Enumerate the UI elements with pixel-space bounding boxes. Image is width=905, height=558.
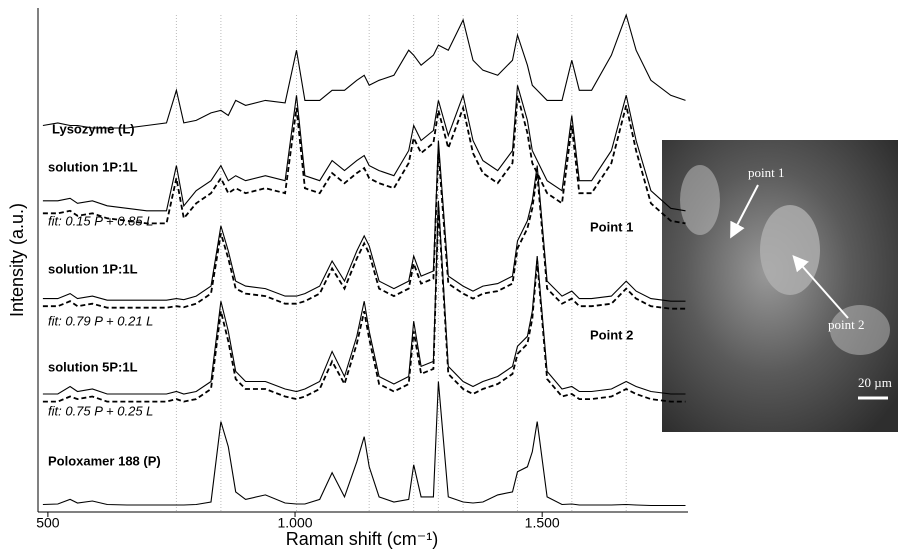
- series-label: solution 1P:1L: [48, 159, 138, 174]
- x-tick-label: 500: [36, 515, 60, 531]
- series-label: Poloxamer 188 (P): [48, 453, 161, 468]
- series-label: solution 5P:1L: [48, 359, 138, 374]
- y-axis-label: Intensity (a.u.): [7, 203, 27, 317]
- x-tick-label: 1.000: [278, 515, 313, 531]
- x-axis-label: Raman shift (cm⁻¹): [286, 529, 439, 549]
- spectrum-line: [42, 381, 686, 507]
- inset-particle: [760, 205, 820, 295]
- inset-texture: [830, 305, 890, 355]
- spectrum-line: [42, 200, 686, 395]
- inset-label: point 1: [748, 165, 784, 180]
- spectrum-line: [42, 13, 686, 129]
- spectrum-line: [42, 95, 686, 225]
- inset-arrow: [792, 255, 849, 319]
- series-label: Lysozyme (L): [52, 121, 135, 136]
- annotation: Point 1: [590, 219, 633, 234]
- series-label: fit: 0.75 P + 0.25 L: [48, 403, 153, 418]
- spectrum-line: [42, 140, 686, 302]
- inset-label: point 2: [828, 317, 864, 332]
- series-label: solution 1P:1L: [48, 261, 138, 276]
- x-tick-label: 1.500: [525, 515, 560, 531]
- series-label: fit: 0.15 P + 0.85 L: [48, 213, 153, 228]
- inset-texture: [680, 165, 720, 235]
- inset: point 1 point 2 20 µm: [662, 140, 898, 432]
- series-label: fit: 0.79 P + 0.21 L: [48, 313, 153, 328]
- spectrum-line: [42, 150, 686, 310]
- inset-label: 20 µm: [858, 375, 892, 390]
- annotation: Point 2: [590, 327, 633, 342]
- spectrum-line: [42, 85, 686, 212]
- spectrum-line: [42, 205, 686, 403]
- inset-arrow: [730, 184, 759, 239]
